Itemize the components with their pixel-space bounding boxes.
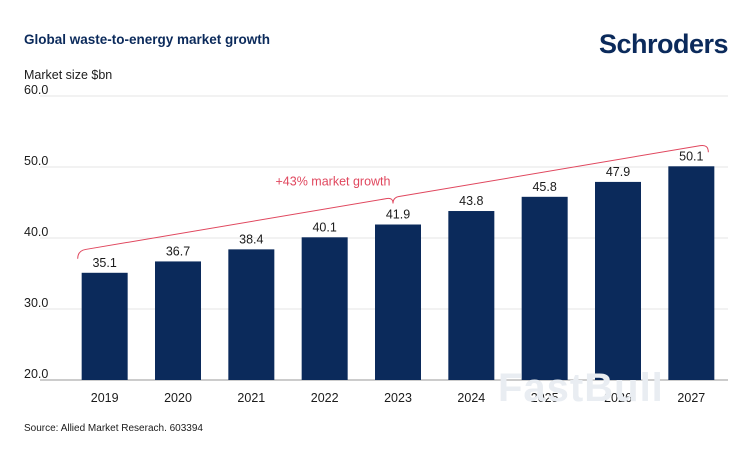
y-tick-label: 50.0 <box>24 154 48 168</box>
y-tick-label: 60.0 <box>24 83 48 97</box>
x-tick-label: 2019 <box>91 391 119 405</box>
x-tick-label: 2026 <box>604 391 632 405</box>
y-axis-label: Market size $bn <box>24 68 113 82</box>
value-label: 36.7 <box>166 244 190 258</box>
value-label: 35.1 <box>92 256 116 270</box>
x-tick-label: 2023 <box>384 391 412 405</box>
x-tick-label: 2027 <box>677 391 705 405</box>
y-tick-label: 40.0 <box>24 225 48 239</box>
value-label: 45.8 <box>532 180 556 194</box>
x-tick-label: 2022 <box>311 391 339 405</box>
bar-2026 <box>595 181 641 380</box>
y-axis-ticks: 20.0 30.0 40.0 50.0 60.0 <box>24 83 48 381</box>
growth-annotation-label: +43% market growth <box>276 175 391 189</box>
bar-2027 <box>668 166 715 380</box>
brand-logo: Schroders <box>598 29 729 59</box>
bar-2023 <box>375 224 421 380</box>
value-label: 47.9 <box>606 165 630 179</box>
x-axis-ticks: 2019 2020 2021 2022 2023 2024 2025 2026 2027 <box>91 391 706 405</box>
value-labels: 35.1 36.7 38.4 40.1 41.9 43.8 45.8 47.9 50.1 <box>92 149 703 270</box>
y-tick-label: 20.0 <box>24 367 48 381</box>
bar-2020 <box>155 261 201 380</box>
bar-2025 <box>521 196 568 380</box>
chart-title: Global waste-to-energy market growth <box>24 32 271 47</box>
bars <box>81 166 715 380</box>
value-label: 50.1 <box>679 149 703 163</box>
y-tick-label: 30.0 <box>24 296 48 310</box>
x-tick-label: 2021 <box>237 391 265 405</box>
source-note: Source: Allied Market Reserach. 603394 <box>24 423 203 434</box>
value-label: 38.4 <box>239 232 263 246</box>
bar-2022 <box>301 237 348 380</box>
x-tick-label: 2020 <box>164 391 192 405</box>
bar-2024 <box>448 211 495 380</box>
value-label: 41.9 <box>386 208 410 222</box>
x-tick-label: 2025 <box>531 391 559 405</box>
growth-bracket <box>77 144 709 259</box>
bar-2019 <box>81 272 128 380</box>
x-tick-label: 2024 <box>457 391 485 405</box>
bar-2021 <box>228 249 275 380</box>
growth-annotation: +43% market growth <box>77 144 709 259</box>
value-label: 43.8 <box>459 194 483 208</box>
value-label: 40.1 <box>312 220 336 234</box>
